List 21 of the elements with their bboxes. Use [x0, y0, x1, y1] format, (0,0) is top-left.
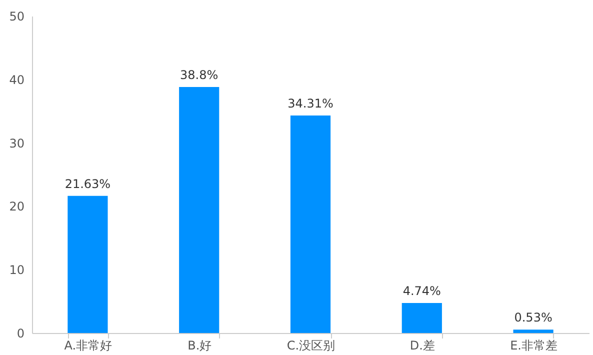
- y-tick-label: 50: [9, 10, 24, 24]
- x-tick-label: C.没区别: [286, 338, 336, 352]
- x-tick-label: A.非常好: [64, 338, 112, 352]
- data-label: 21.63%: [64, 176, 111, 191]
- y-tick-label: 40: [9, 72, 24, 87]
- y-tick-label: 30: [9, 136, 24, 150]
- data-label: 4.74%: [402, 284, 441, 298]
- y-tick-label: 20: [9, 200, 24, 214]
- y-tick-label: 10: [9, 263, 24, 278]
- x-tick-label: D.差: [410, 338, 435, 352]
- bar: [402, 302, 442, 333]
- bar: [68, 196, 108, 333]
- y-tick-label: 0: [16, 326, 24, 340]
- bar: [513, 330, 554, 333]
- data-label: 0.53%: [514, 310, 552, 325]
- data-label: 38.8%: [180, 68, 218, 82]
- bar: [290, 115, 331, 333]
- data-label: 34.31%: [288, 96, 334, 110]
- x-tick-label: B.好: [188, 338, 212, 352]
- x-tick-label: E.非常差: [510, 338, 558, 352]
- bar: [179, 87, 220, 333]
